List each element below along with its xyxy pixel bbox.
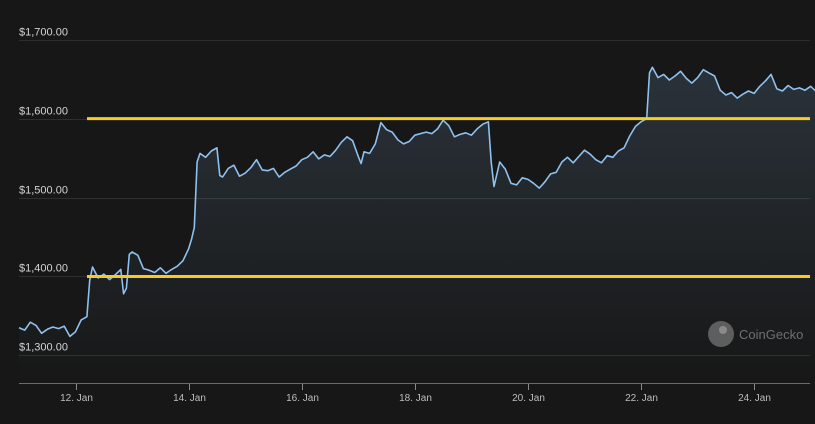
y-tick-label: $1,700.00	[19, 27, 68, 39]
x-tick-label: 14. Jan	[173, 393, 206, 404]
watermark-text: CoinGecko	[739, 327, 803, 342]
horizontal-level-lines	[87, 117, 810, 278]
coingecko-logo-eye-icon	[719, 326, 727, 334]
x-tick-label: 22. Jan	[625, 393, 658, 404]
y-axis-labels: $1,300.00$1,400.00$1,500.00$1,600.00$1,7…	[19, 27, 68, 354]
coingecko-watermark: CoinGecko	[708, 321, 803, 347]
price-line	[18, 66, 815, 338]
coingecko-logo-icon	[708, 321, 734, 347]
x-tick-label: 16. Jan	[286, 393, 319, 404]
price-line-path	[18, 66, 815, 338]
x-tick-label: 18. Jan	[399, 393, 432, 404]
x-tick-label: 20. Jan	[512, 393, 545, 404]
y-tick-label: $1,500.00	[19, 185, 68, 197]
price-area-fill	[19, 67, 815, 383]
x-axis: 12. Jan 14. Jan 16. Jan 18. Jan 20. Jan 22. J…	[19, 383, 810, 404]
y-tick-label: $1,600.00	[19, 106, 68, 118]
x-tick-label: 24. Jan	[738, 393, 771, 404]
x-tick-label: 12. Jan	[60, 393, 93, 404]
y-tick-label: $1,400.00	[19, 263, 68, 275]
price-area	[19, 67, 815, 383]
